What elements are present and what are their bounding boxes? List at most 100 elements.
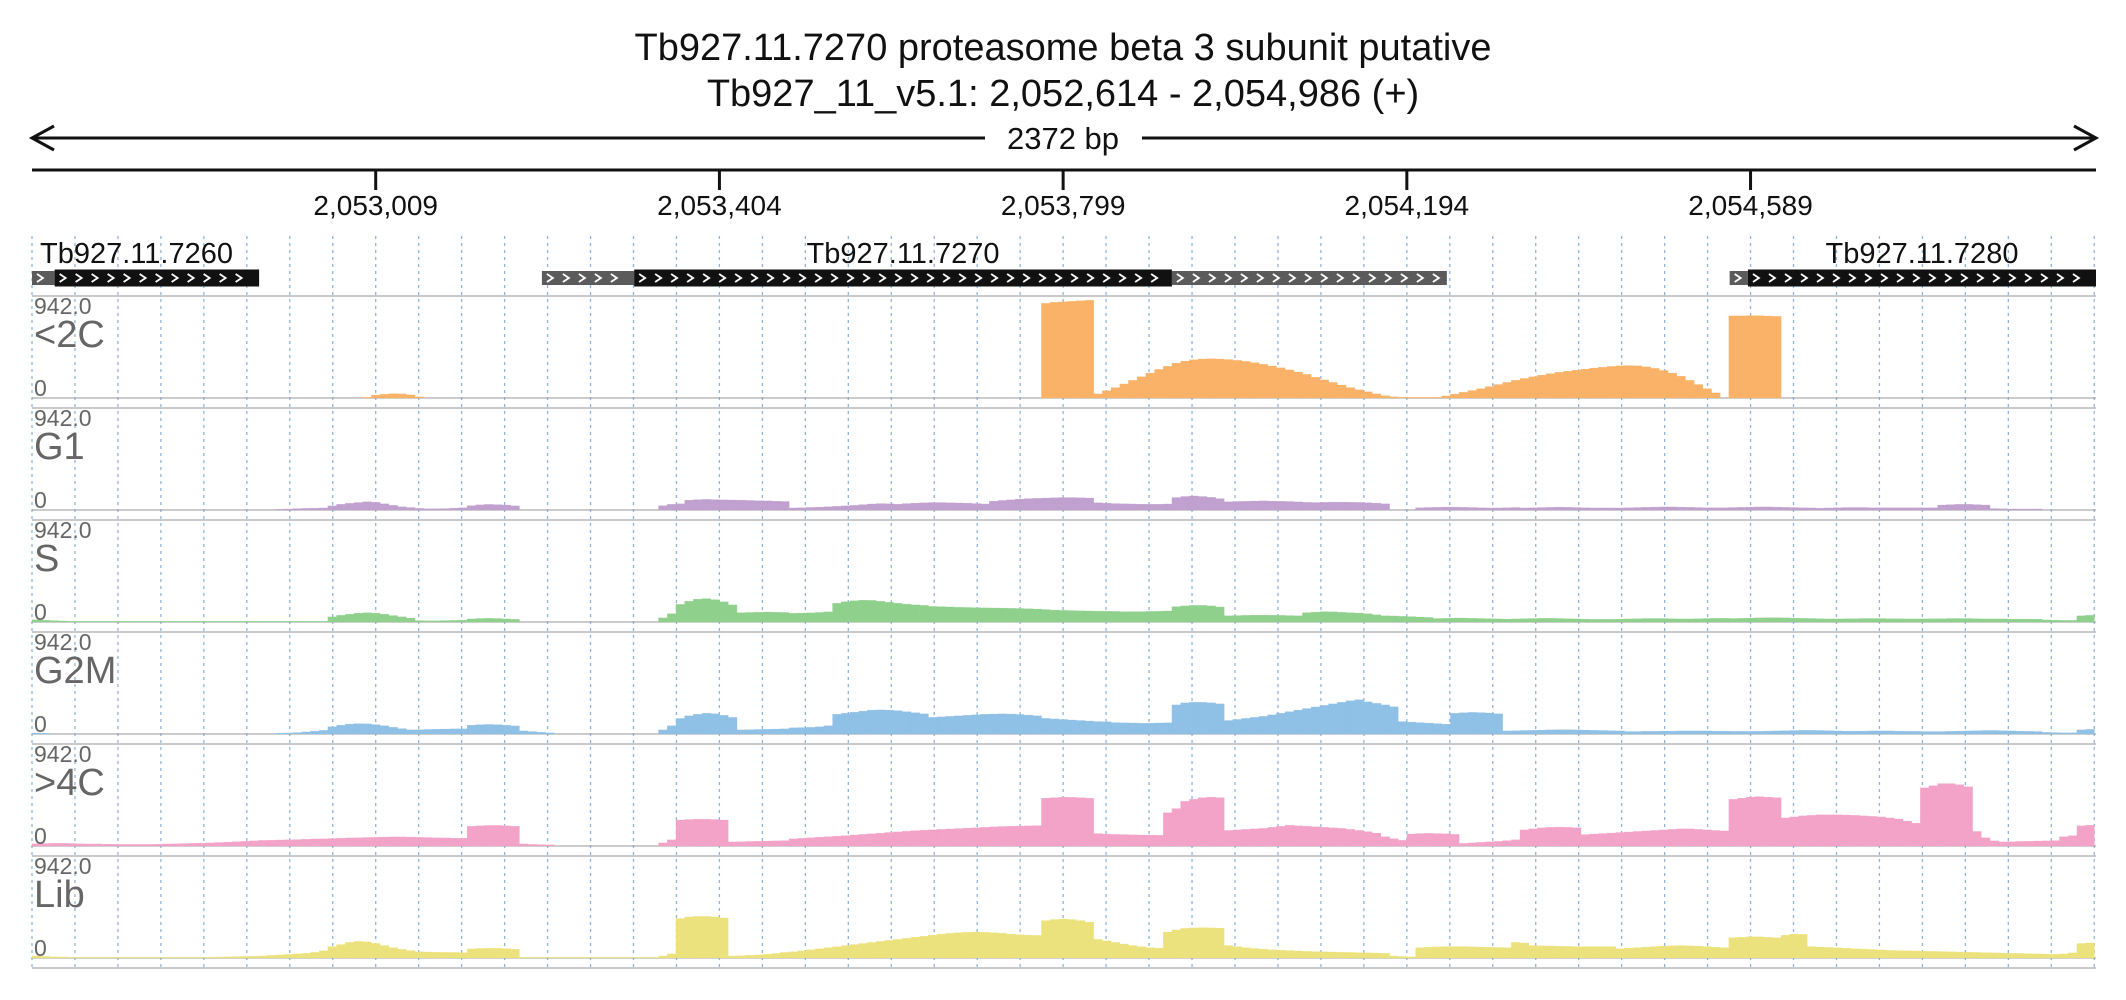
coverage-bar [780, 612, 790, 623]
coverage-bar [136, 844, 146, 847]
coverage-bar [371, 394, 381, 399]
coverage-bar [754, 954, 764, 959]
coverage-bar [1389, 396, 1399, 399]
coverage-bar [1806, 618, 1817, 623]
coverage-bar [379, 945, 390, 959]
coverage-bar [867, 600, 877, 623]
coverage-bar [536, 731, 546, 735]
coverage-bar [136, 621, 146, 623]
coverage-bar [1824, 730, 1834, 735]
coverage-bar [493, 825, 503, 847]
coverage-bar [1659, 945, 1669, 959]
coverage-bar [928, 502, 938, 511]
span-arrow-left-head [28, 124, 55, 152]
coverage-bar [1980, 730, 1991, 735]
coverage-bar [1258, 364, 1268, 399]
coverage-bar [1215, 703, 1225, 735]
coverage-bar [1223, 945, 1234, 959]
coverage-bar [1180, 605, 1190, 623]
coverage-bar [1058, 796, 1068, 847]
coverage-bar [188, 843, 198, 847]
coverage-bar [1267, 500, 1277, 511]
coverage-bar [1928, 951, 1938, 959]
strand-chevron [782, 273, 791, 283]
coverage-bar [1815, 507, 1825, 511]
coverage-bar [510, 826, 520, 847]
coverage-bar [1276, 826, 1286, 847]
strand-chevron [1070, 273, 1079, 283]
coverage-bar [1972, 952, 1982, 959]
coverage-bar [484, 504, 494, 511]
coverage-bar [1284, 950, 1295, 959]
coverage-bar [1693, 945, 1704, 959]
coverage-bar [1519, 618, 1530, 623]
strand-chevron [2040, 273, 2049, 283]
coverage-bar [980, 607, 990, 623]
strand-chevron [1192, 273, 1201, 283]
coverage-bar [1485, 841, 1495, 847]
coverage-bar [1049, 797, 1060, 847]
coverage-bar [197, 842, 207, 847]
coverage-bar [319, 507, 329, 511]
coverage-bar [1110, 942, 1121, 959]
coverage-bar [1772, 617, 1782, 623]
coverage-bar [1006, 499, 1016, 511]
coverage-bar [1093, 833, 1103, 847]
strand-chevron [878, 273, 887, 283]
coverage-bar [814, 948, 825, 959]
coverage-bar [414, 620, 424, 623]
coverage-bar [1450, 834, 1460, 847]
coverage-bar [1258, 500, 1268, 511]
strand-chevron [1272, 273, 1281, 283]
coverage-bar [980, 827, 990, 847]
strand-chevron [1912, 273, 1921, 283]
strand-chevron [702, 273, 711, 283]
coverage-bar [1624, 947, 1634, 959]
coverage-bar [658, 505, 668, 511]
coverage-bar [292, 621, 303, 623]
coverage-bar [1511, 839, 1521, 847]
track-max-label: 942.0 [34, 293, 92, 319]
coverage-bar [727, 717, 738, 735]
coverage-bar [910, 937, 920, 959]
strand-chevron [766, 273, 775, 283]
track-max-label: 942.0 [34, 629, 92, 655]
coverage-bar [1511, 730, 1521, 735]
coverage-bar [1598, 730, 1608, 735]
gene-label: Tb927.11.7280 [1825, 238, 2018, 270]
coverage-bar [849, 712, 859, 735]
axis-tick-label: 2,053,009 [313, 190, 438, 221]
coverage-bar [954, 715, 964, 735]
coverage-bar [1232, 501, 1242, 511]
coverage-bar [397, 506, 407, 511]
coverage-bar [1920, 950, 1930, 959]
coverage-bar [1789, 933, 1799, 959]
coverage-bar [466, 826, 477, 847]
coverage-bar [658, 617, 668, 623]
coverage-bar [849, 944, 859, 959]
coverage-bar [1189, 799, 1199, 847]
coverage-bar [1310, 377, 1321, 399]
strand-chevron [1992, 273, 2001, 283]
coverage-bar [1023, 498, 1034, 511]
coverage-bar [1632, 831, 1643, 847]
track-zero-label: 0 [34, 935, 47, 961]
coverage-bar [1493, 947, 1503, 959]
coverage-bar [319, 950, 329, 959]
coverage-bar [275, 954, 285, 959]
coverage-bar [301, 731, 311, 735]
coverage-bar [1093, 393, 1103, 399]
coverage-bar [893, 504, 903, 511]
track-zero-label: 0 [34, 711, 47, 737]
coverage-bar [902, 831, 912, 847]
strand-chevron [171, 273, 180, 283]
coverage-bar [1006, 608, 1016, 623]
track-name: <2C [34, 314, 105, 356]
coverage-bar [57, 956, 68, 959]
coverage-bar [1711, 730, 1721, 735]
coverage-bar [179, 621, 189, 623]
coverage-bar [1789, 617, 1799, 623]
strand-chevron [654, 273, 663, 283]
coverage-bar [1589, 367, 1599, 399]
coverage-bar [1746, 796, 1756, 847]
